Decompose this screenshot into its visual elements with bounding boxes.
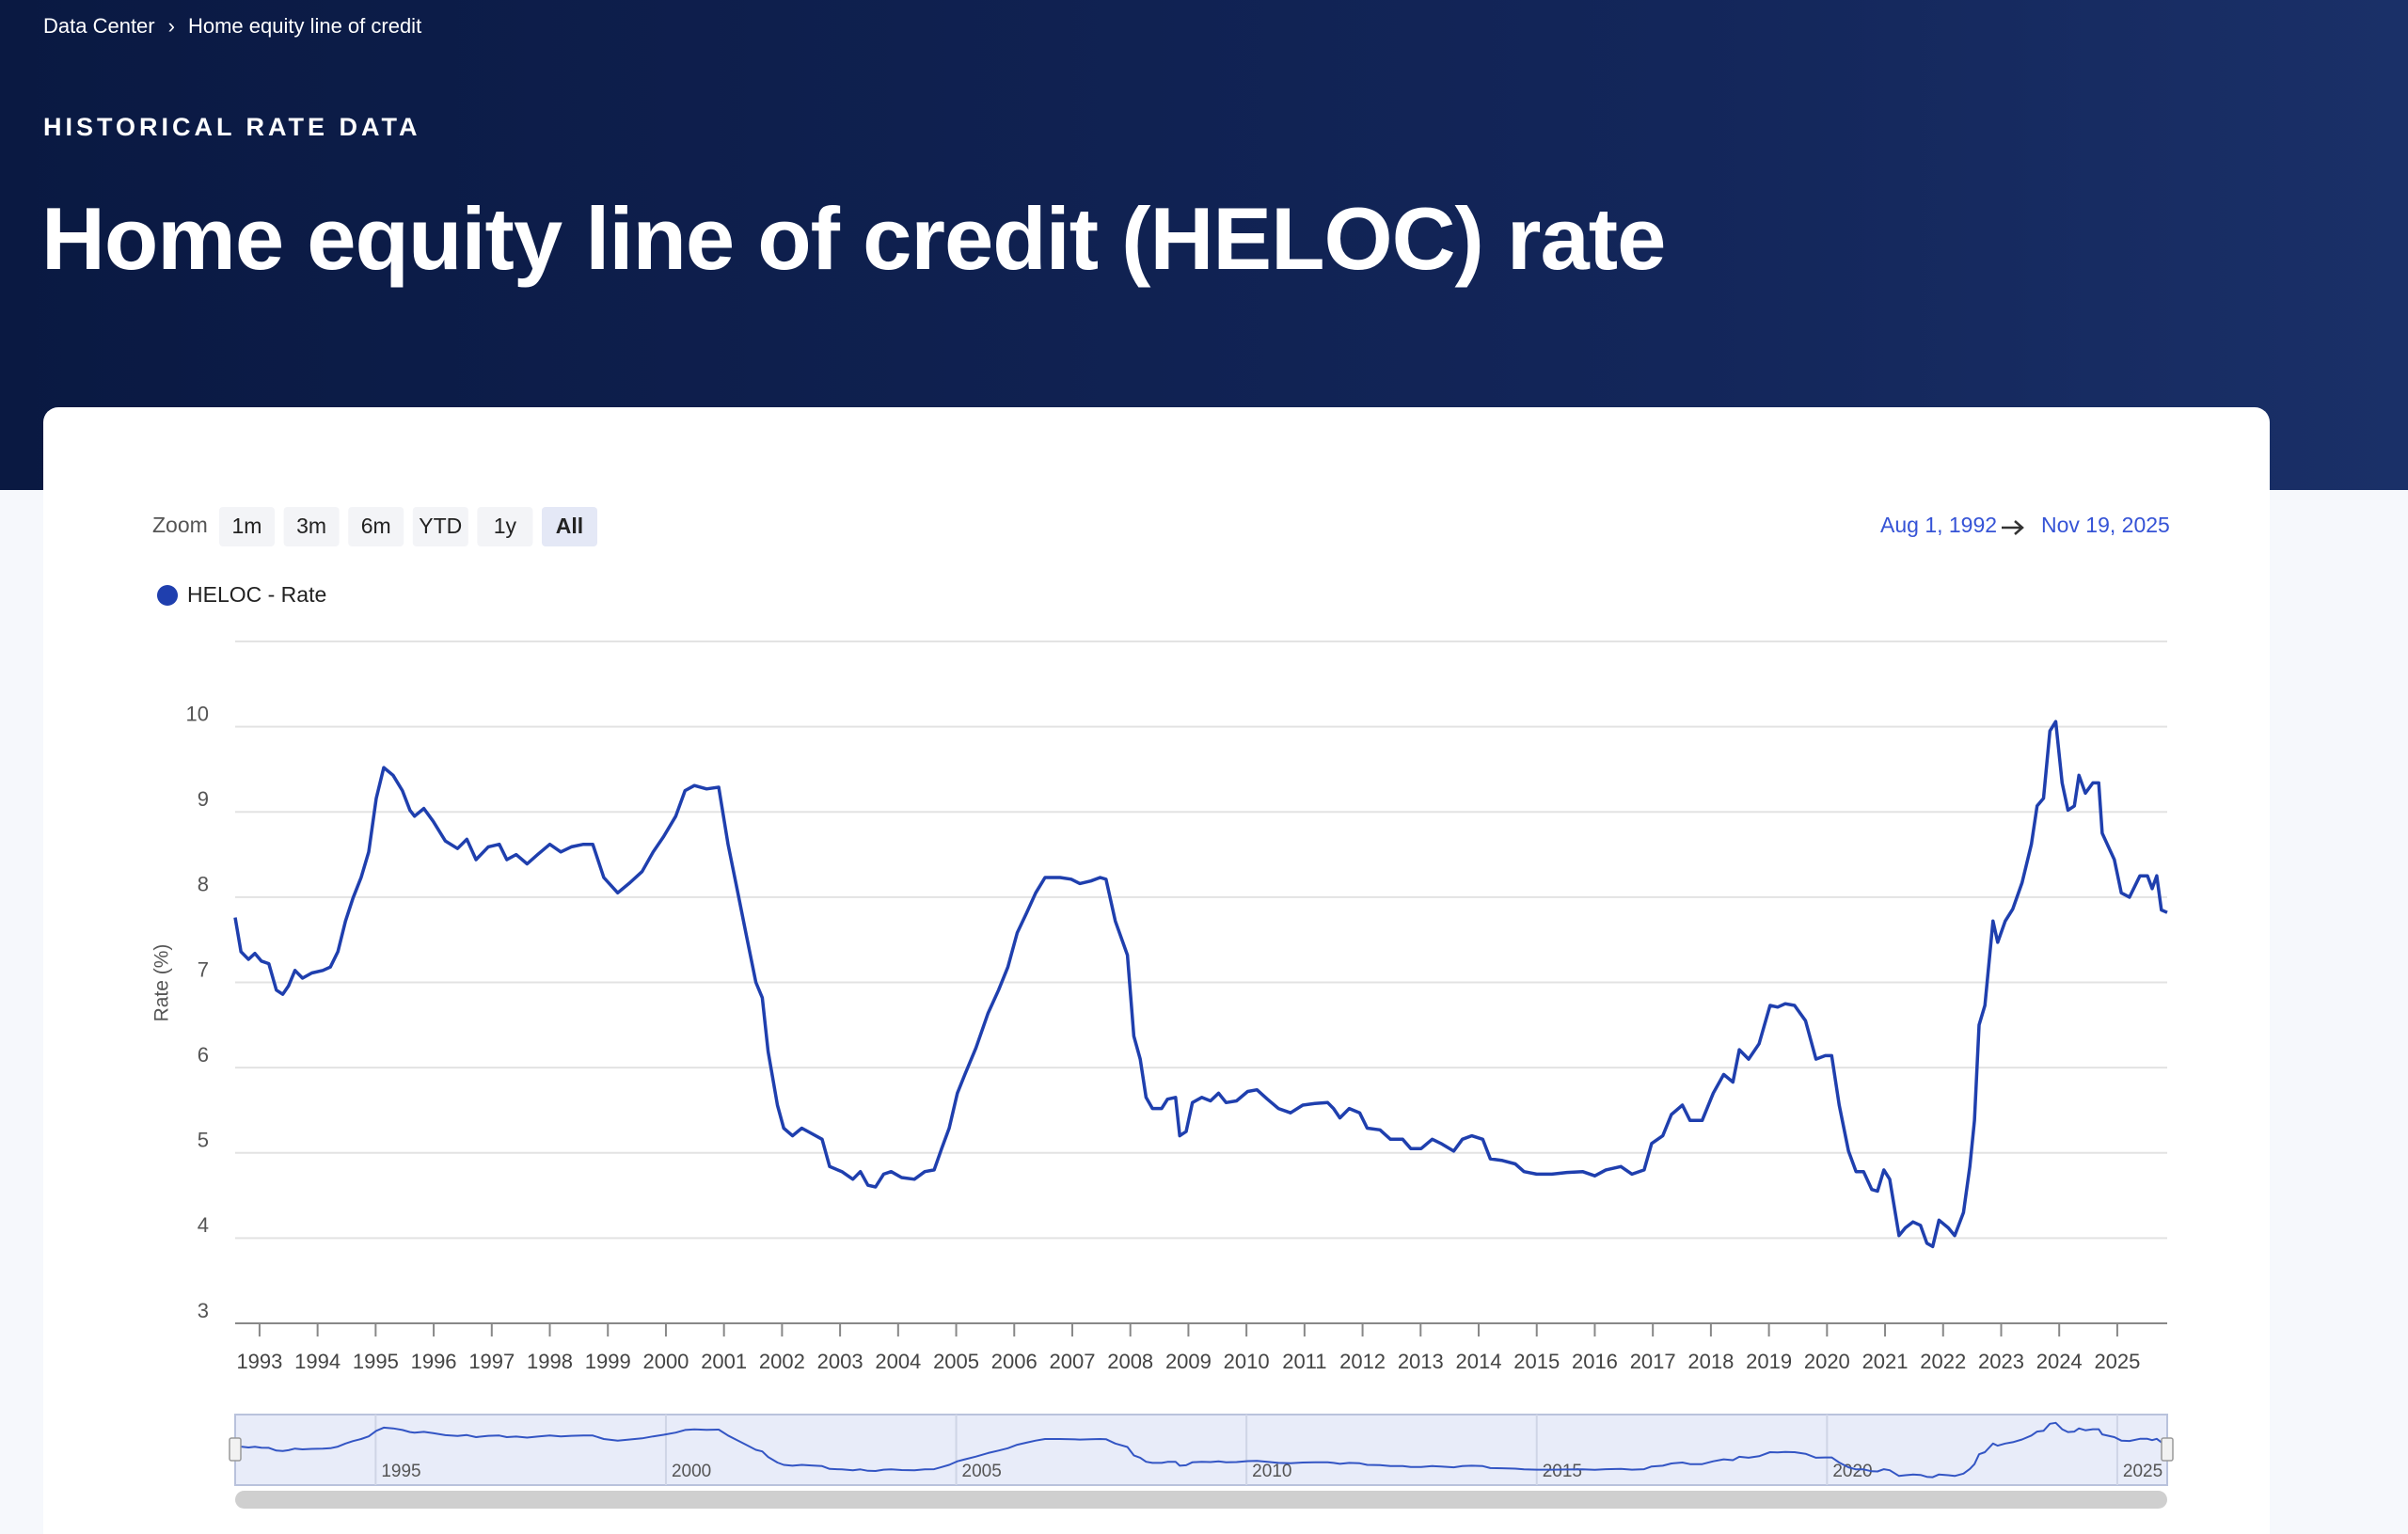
navigator-background (234, 1414, 2168, 1486)
x-tick-label: 1995 (353, 1350, 399, 1373)
x-tick-label: 2007 (1050, 1350, 1096, 1373)
x-tick-label: 1998 (527, 1350, 573, 1373)
x-tick-label: 2001 (701, 1350, 747, 1373)
x-tick-label: 2018 (1687, 1350, 1734, 1373)
navigator-handle[interactable] (229, 1437, 242, 1462)
navigator-scrollbar[interactable] (235, 1491, 2167, 1509)
zoom-button[interactable] (412, 507, 468, 546)
navigator-tick-label: 2015 (1543, 1462, 1582, 1481)
zoom-button[interactable] (283, 507, 340, 546)
zoom-button[interactable] (219, 507, 275, 546)
breadcrumb: Data Center › Home equity line of credit (43, 14, 421, 39)
navigator-tick-label: 2005 (962, 1462, 1002, 1481)
legend-marker[interactable] (157, 585, 178, 606)
zoom-button[interactable] (348, 507, 404, 546)
x-tick-label: 2004 (875, 1350, 921, 1373)
x-tick-label: 2014 (1456, 1350, 1502, 1373)
zoom-button-label[interactable]: 1y (494, 514, 517, 538)
y-tick-label: 7 (198, 957, 209, 981)
x-tick-label: 1994 (294, 1350, 341, 1373)
zoom-button-label[interactable]: 3m (296, 514, 326, 538)
zoom-button[interactable] (542, 507, 597, 546)
navigator-tick-label: 1995 (381, 1462, 420, 1481)
x-tick-label: 2012 (1339, 1350, 1386, 1373)
zoom-button-label[interactable]: 1m (232, 514, 262, 538)
zoom-button[interactable] (477, 507, 533, 546)
zoom-button-label[interactable]: YTD (419, 514, 462, 538)
y-tick-label: 5 (198, 1129, 209, 1152)
y-tick-label: 6 (198, 1043, 209, 1067)
navigator-tick-label: 2010 (1252, 1462, 1291, 1481)
x-tick-label: 2010 (1224, 1350, 1270, 1373)
x-tick-label: 2015 (1513, 1350, 1560, 1373)
y-tick-label: 3 (198, 1299, 209, 1322)
x-tick-label: 2006 (991, 1350, 1038, 1373)
y-axis-label: Rate (%) (151, 944, 173, 1022)
navigator-tick-label: 2020 (1832, 1462, 1872, 1481)
x-tick-label: 2024 (2036, 1350, 2083, 1373)
x-tick-label: 2016 (1572, 1350, 1618, 1373)
zoom-label: Zoom (152, 513, 208, 537)
range-from[interactable]: Aug 1, 1992 (1880, 513, 1997, 537)
x-tick-label: 2002 (759, 1350, 805, 1373)
x-tick-label: 2009 (1165, 1350, 1212, 1373)
navigator-tick-label: 2025 (2123, 1462, 2162, 1481)
zoom-button-label[interactable]: All (556, 514, 583, 538)
x-tick-label: 2023 (1978, 1350, 2024, 1373)
navigator-line (234, 1421, 2168, 1479)
range-arrow (2002, 520, 2024, 535)
x-tick-label: 2022 (1920, 1350, 1966, 1373)
breadcrumb-link[interactable]: Data Center (43, 14, 155, 38)
page-title: Home equity line of credit (HELOC) rate (41, 189, 1666, 288)
x-tick-label: 2005 (933, 1350, 979, 1373)
x-tick-label: 2008 (1107, 1350, 1153, 1373)
series-line (233, 720, 2168, 1249)
x-tick-label: 2025 (2094, 1350, 2140, 1373)
chart-card (43, 407, 2270, 1534)
zoom-button-label[interactable]: 6m (361, 514, 391, 538)
x-tick-label: 1993 (236, 1350, 282, 1373)
x-tick-label: 1996 (411, 1350, 457, 1373)
range-to[interactable]: Nov 19, 2025 (2041, 513, 2170, 537)
y-tick-label: 9 (198, 787, 209, 811)
x-tick-label: 2019 (1746, 1350, 1792, 1373)
x-tick-label: 2000 (642, 1350, 689, 1373)
x-tick-label: 2021 (1862, 1350, 1909, 1373)
x-tick-label: 1999 (585, 1350, 631, 1373)
navigator-tick-label: 2000 (672, 1462, 711, 1481)
eyebrow: HISTORICAL RATE DATA (43, 113, 421, 141)
x-tick-label: 2003 (817, 1350, 863, 1373)
x-tick-label: 1997 (468, 1350, 515, 1373)
y-tick-label: 4 (198, 1213, 209, 1237)
x-tick-label: 2020 (1804, 1350, 1850, 1373)
x-tick-label: 2013 (1398, 1350, 1444, 1373)
breadcrumb-current: Home equity line of credit (187, 14, 422, 38)
y-tick-label: 10 (186, 702, 209, 725)
legend-label[interactable]: HELOC - Rate (187, 582, 326, 607)
y-tick-label: 8 (198, 873, 209, 896)
x-tick-label: 2011 (1282, 1350, 1326, 1373)
x-tick-label: 2017 (1630, 1350, 1676, 1373)
navigator-handle[interactable] (2161, 1437, 2174, 1462)
breadcrumb-separator: › (167, 14, 175, 38)
